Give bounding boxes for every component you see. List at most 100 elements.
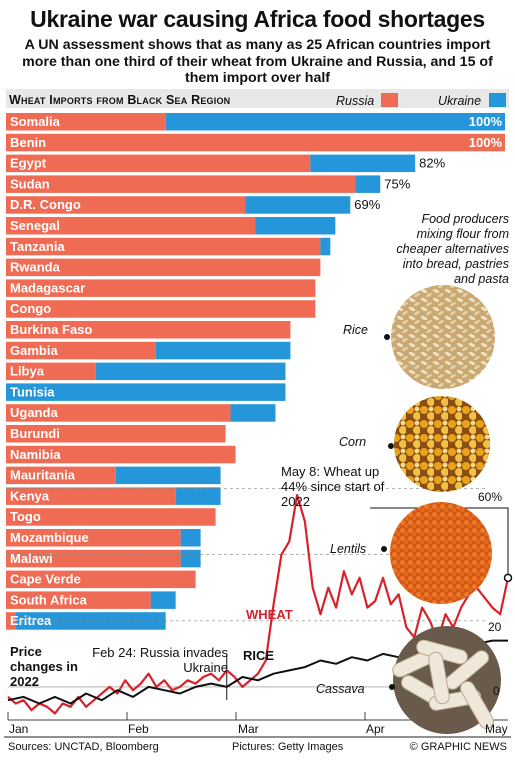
sources: Sources: UNCTAD, Bloomberg: [8, 741, 159, 753]
bar-ukraine-mauritania: [115, 466, 221, 485]
x-tick-feb: Feb: [128, 722, 149, 736]
bar-chart: Somalia 100% Benin 100% Egypt 82% Sudan 75% D.R.…: [6, 113, 505, 630]
rice-series-label: RICE: [243, 648, 275, 663]
bar-ukraine-tunisia: [6, 383, 286, 401]
y-tick-0: 0: [493, 684, 500, 698]
bar-category-label: Egypt: [10, 156, 47, 171]
bar-category-label: Congo: [10, 301, 51, 316]
bar-russia-togo: [6, 508, 216, 526]
bar-russia-mozambique: [6, 529, 181, 547]
bar-ukraine-tanzania: [320, 237, 331, 256]
bar-ukraine-mozambique: [180, 529, 201, 547]
bar-russia-mauritania: [6, 466, 116, 485]
bar-russia-south-africa: [6, 591, 151, 609]
x-tick-mar: Mar: [238, 722, 259, 736]
page-title: Ukraine war causing Africa food shortage…: [30, 6, 485, 32]
bar-russia-uganda: [6, 404, 231, 422]
picture-credit: Pictures: Getty Images: [232, 741, 344, 753]
bar-russia-tanzania: [6, 237, 321, 256]
legend-ukraine-swatch: [489, 93, 506, 107]
bar-ukraine-malawi: [180, 549, 201, 568]
bar-category-label: Somalia: [10, 114, 61, 129]
bar-russia-senegal: [6, 217, 256, 235]
bar-ukraine-kenya: [175, 487, 221, 505]
bar-category-label: Madagascar: [10, 280, 85, 295]
legend-ukraine-label: Ukraine: [438, 94, 482, 108]
bar-russia-madagascar: [6, 279, 316, 297]
bar-ukraine-d-r-congo: [245, 196, 351, 214]
x-tick-may: May: [485, 722, 508, 736]
bar-category-label: Cape Verde: [10, 572, 81, 587]
bar-category-label: Tanzania: [10, 239, 65, 254]
bar-ukraine-somalia: [165, 113, 505, 131]
bar-value-label: 100%: [469, 135, 503, 150]
bar-russia-d-r-congo: [6, 196, 246, 214]
bar-russia-cape-verde: [6, 570, 196, 589]
bar-russia-benin: [6, 133, 505, 152]
x-tick-jan: Jan: [9, 722, 29, 736]
line-wheat: [7, 494, 510, 715]
bar-ukraine-sudan: [355, 175, 381, 193]
bar-russia-egypt: [6, 154, 311, 173]
cassava-photo: [392, 626, 501, 734]
bar-category-label: Burundi: [10, 426, 60, 441]
legend-russia-label: Russia: [336, 94, 375, 108]
bar-ukraine-uganda: [230, 404, 276, 422]
page-subtitle: A UN assessment shows that as many as 25…: [22, 37, 493, 86]
bar-category-label: Libya: [10, 364, 45, 379]
wheat-series-label: WHEAT: [246, 607, 293, 622]
bar-value-label: 75%: [384, 176, 410, 191]
bar-russia-somalia: [6, 113, 166, 131]
bar-category-label: Mozambique: [10, 530, 89, 545]
y-tick-60: 60%: [478, 490, 503, 504]
bar-category-label: Togo: [10, 509, 41, 524]
x-tick-apr: Apr: [366, 722, 385, 736]
may-8-point: [503, 573, 513, 583]
bar-category-label: Eritrea: [10, 613, 52, 628]
rice-photo: [391, 285, 495, 389]
corn-photo: [394, 396, 490, 492]
bar-russia-congo: [6, 300, 316, 318]
bar-category-label: Sudan: [10, 176, 50, 191]
substitute-note: Food producers mixing flour from cheaper…: [396, 212, 509, 286]
bar-russia-kenya: [6, 487, 176, 505]
bar-value-label: 69%: [354, 197, 380, 212]
rice-label: Rice: [343, 323, 369, 337]
bar-ukraine-egypt: [310, 154, 416, 173]
bar-russia-burkina-faso: [6, 321, 291, 339]
bar-category-label: Kenya: [10, 488, 50, 503]
bar-russia-malawi: [6, 549, 181, 568]
bar-value-label: 82%: [419, 156, 445, 171]
bar-category-label: Burkina Faso: [10, 322, 92, 337]
legend-russia-swatch: [381, 93, 398, 107]
lentils-label: Lentils: [330, 542, 367, 556]
bar-category-label: Tunisia: [10, 384, 55, 399]
bar-russia-gambia: [6, 341, 156, 360]
bar-ukraine-eritrea: [15, 612, 166, 630]
bar-category-label: Uganda: [10, 405, 58, 420]
bar-value-label: 100%: [469, 114, 503, 129]
bar-ukraine-south-africa: [150, 591, 176, 609]
cassava-label: Cassava: [316, 682, 365, 696]
may-8-annotation: May 8: Wheat up 44% since start of 2022: [281, 464, 385, 509]
copyright: © GRAPHIC NEWS: [409, 741, 507, 753]
bar-category-label: Senegal: [10, 218, 60, 233]
lentils-photo: [390, 502, 492, 604]
bar-ukraine-libya: [95, 362, 286, 381]
bar-russia-libya: [6, 362, 96, 381]
bar-category-label: South Africa: [10, 592, 88, 607]
price-changes-label: Price changes in 2022: [10, 644, 78, 689]
bar-russia-namibia: [6, 445, 236, 464]
bar-category-label: Mauritania: [10, 468, 76, 483]
bar-ukraine-gambia: [155, 341, 291, 360]
bar-chart-title: Wheat Imports from Black Sea Region: [9, 93, 231, 107]
may-8-leader: [370, 507, 509, 578]
bar-category-label: Rwanda: [10, 260, 61, 275]
bar-category-label: Namibia: [10, 447, 61, 462]
bar-category-label: Gambia: [10, 343, 58, 358]
bar-russia-rwanda: [6, 258, 321, 277]
y-tick-20: 20: [488, 620, 502, 634]
bar-category-label: Benin: [10, 135, 46, 150]
bar-category-label: Malawi: [10, 551, 53, 566]
